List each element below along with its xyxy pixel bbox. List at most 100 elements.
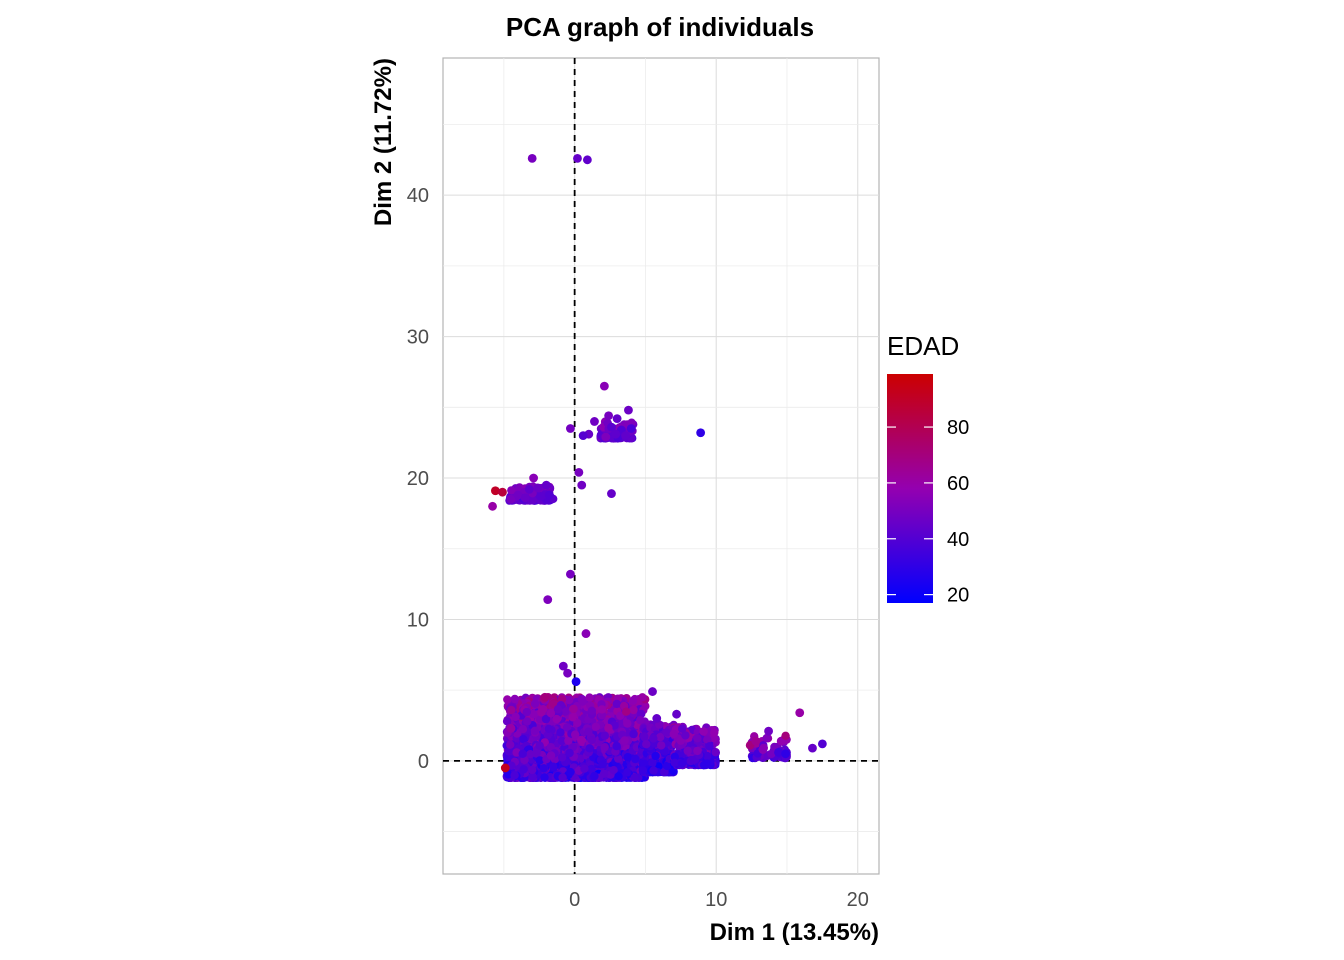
data-point <box>543 595 553 605</box>
cluster-point <box>598 760 607 769</box>
data-point <box>696 428 706 438</box>
cluster-point <box>616 711 625 720</box>
cluster-point <box>693 746 702 756</box>
data-point <box>520 493 530 503</box>
cluster-point <box>546 709 556 718</box>
cluster-point <box>656 733 665 742</box>
x-tick-label: 20 <box>847 889 869 911</box>
cluster-point <box>781 731 790 740</box>
cluster-point <box>587 735 596 745</box>
cluster-point <box>571 730 580 739</box>
cluster-point <box>549 762 558 771</box>
cluster-point <box>566 767 575 777</box>
data-point <box>581 629 591 638</box>
cluster-point <box>628 696 638 705</box>
cluster-point <box>629 705 638 715</box>
cluster-point <box>648 759 657 768</box>
cluster-point <box>541 714 551 724</box>
data-point <box>774 747 783 757</box>
cluster-point <box>557 736 566 746</box>
cluster-point <box>561 707 570 716</box>
cluster-point <box>662 761 672 771</box>
cluster-point <box>558 773 567 782</box>
cluster-point <box>640 732 649 741</box>
data-point <box>578 431 588 440</box>
cluster-point <box>600 743 609 752</box>
data-point <box>624 405 633 415</box>
data-point <box>672 709 681 719</box>
cluster-point <box>591 722 600 731</box>
data-point <box>544 490 554 500</box>
data-point <box>488 501 497 511</box>
data-point <box>795 708 805 718</box>
data-point <box>648 687 657 696</box>
legend-tick-label: 60 <box>947 473 969 495</box>
data-point <box>607 489 616 498</box>
cluster-point <box>681 731 690 740</box>
cluster-point <box>669 729 678 739</box>
data-point <box>506 723 516 733</box>
cluster-point <box>530 726 540 735</box>
cluster-point <box>604 723 613 733</box>
cluster-point <box>511 712 520 722</box>
data-point <box>558 661 568 671</box>
cluster-point <box>526 750 535 759</box>
legend-colorbar <box>887 374 933 603</box>
cluster-point <box>507 486 516 495</box>
cluster-point <box>529 709 538 719</box>
cluster-point <box>510 771 519 780</box>
cluster-point <box>544 724 553 733</box>
y-tick-label: 10 <box>407 609 429 631</box>
cluster-point <box>693 734 702 743</box>
cluster-point <box>703 751 712 761</box>
color-legend: EDAD 20 40 60 80 <box>887 331 969 607</box>
cluster-point <box>577 735 586 745</box>
cluster-point <box>585 744 594 753</box>
data-point <box>533 483 543 493</box>
data-point <box>513 490 523 500</box>
cluster-point <box>503 770 513 779</box>
cluster-point <box>622 707 631 716</box>
data-point <box>540 692 550 702</box>
cluster-point <box>546 751 556 760</box>
reference-lines <box>443 58 879 874</box>
cluster-point <box>557 753 567 762</box>
data-point <box>541 480 551 490</box>
cluster-point <box>522 707 531 717</box>
cluster-point <box>519 765 528 774</box>
cluster-point <box>623 719 632 728</box>
legend-tick-label: 40 <box>947 529 969 551</box>
cluster-point <box>649 766 658 775</box>
cluster-point <box>612 741 621 751</box>
cluster-point <box>573 718 582 728</box>
data-point <box>571 677 581 687</box>
cluster-point <box>612 699 621 709</box>
legend-ticks: 20 40 60 80 <box>887 417 969 607</box>
cluster-point <box>683 746 692 755</box>
cluster-point <box>510 694 519 704</box>
cluster-point <box>597 705 607 714</box>
cluster-point <box>569 704 578 714</box>
cluster-point <box>629 729 638 739</box>
data-point <box>599 381 609 391</box>
cluster-point <box>584 727 593 736</box>
data-point <box>652 714 662 723</box>
cluster-point <box>562 723 572 732</box>
data-point <box>573 154 582 163</box>
cluster-point <box>762 733 771 743</box>
cluster-point <box>568 713 577 722</box>
data-point <box>566 569 575 579</box>
cluster-point <box>705 742 714 751</box>
data-point <box>563 668 572 678</box>
cluster-point <box>651 751 660 761</box>
data-point <box>527 154 537 163</box>
cluster-point <box>528 772 537 781</box>
data-point <box>498 487 507 497</box>
data-point <box>612 414 622 424</box>
cluster-point <box>518 725 528 734</box>
data-point <box>590 417 599 426</box>
cluster-point <box>623 753 632 762</box>
data-point <box>781 749 790 759</box>
cluster-point <box>553 705 563 714</box>
cluster-point <box>631 754 640 764</box>
